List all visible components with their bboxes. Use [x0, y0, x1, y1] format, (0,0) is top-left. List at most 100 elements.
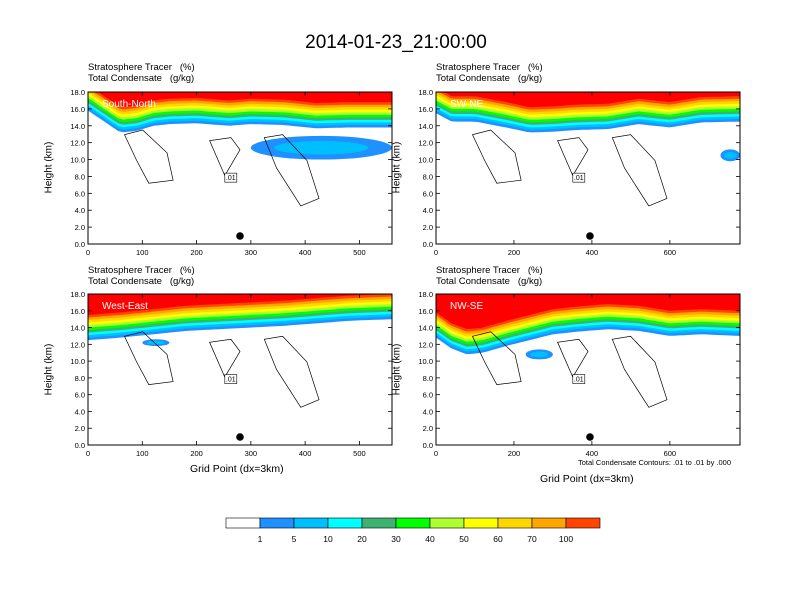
tracer-band-11 — [88, 92, 392, 107]
y-tick-label: 10.0 — [70, 357, 85, 366]
colorbar-swatch — [565, 517, 601, 529]
y-tick-label: 18.0 — [70, 88, 85, 97]
colorbar-swatch — [531, 517, 567, 529]
contour-label-box — [224, 172, 238, 183]
contour-label: .01 — [574, 377, 584, 384]
colorbar-label: 100 — [559, 534, 573, 544]
y-tick-label: 6.0 — [423, 391, 433, 400]
y-tick-label: 12.0 — [70, 340, 85, 349]
panel-title-1b: Total Condensate (g/kg) — [88, 73, 195, 84]
colorbar-label: 10 — [323, 534, 333, 544]
tracer-blob-core — [146, 340, 165, 345]
y-tick-label: 16.0 — [418, 105, 433, 114]
x-tick-label: 400 — [299, 449, 312, 458]
condensate-contour-3 — [209, 137, 241, 177]
x-tick-label: 500 — [353, 449, 366, 458]
x-tick-label: 100 — [136, 248, 149, 257]
condensate-contour-1 — [472, 129, 522, 184]
condensate-contour-1 — [124, 331, 174, 385]
y-tick-label: 18.0 — [418, 88, 433, 97]
y-tick-label: 4.0 — [75, 407, 85, 416]
y-tick-label: 0.0 — [423, 441, 433, 450]
y-tick-label: 8.0 — [75, 172, 85, 181]
x-tick-label: 400 — [586, 449, 599, 458]
y-tick-label: 14.0 — [70, 122, 85, 131]
x-tick-label: 200 — [508, 248, 521, 257]
contour-label: .01 — [226, 175, 236, 182]
y-tick-label: 10.0 — [418, 357, 433, 366]
panel-frame — [435, 293, 741, 446]
y-tick-label: 0.0 — [75, 240, 85, 249]
tracer-blob-core — [723, 151, 737, 159]
contour-label: .01 — [574, 175, 584, 182]
location-marker — [586, 433, 594, 441]
panel-name-label: West-East — [102, 301, 148, 312]
y-tick-label: 16.0 — [418, 307, 433, 316]
y-tick-label: 0.0 — [423, 240, 433, 249]
y-tick-label: 12.0 — [418, 340, 433, 349]
tracer-blob-core — [274, 140, 369, 155]
condensate-contour-3 — [557, 137, 589, 177]
y-axis-label-1: Height (km) — [43, 141, 55, 194]
x-tick-label: 300 — [245, 248, 258, 257]
location-marker — [236, 232, 244, 240]
colorbar-swatch — [497, 517, 533, 529]
colorbar-swatch — [327, 517, 363, 529]
panel-frame — [435, 91, 741, 245]
colorbar-label: 20 — [357, 534, 367, 544]
y-tick-label: 2.0 — [423, 424, 433, 433]
panel-frame — [87, 293, 393, 446]
colorbar-swatch — [225, 517, 261, 529]
y-tick-label: 2.0 — [75, 223, 85, 232]
condensate-contour-2 — [263, 335, 320, 408]
y-axis-label-4: Height (km) — [391, 343, 403, 396]
colorbar-swatch — [395, 517, 431, 529]
y-tick-label: 14.0 — [418, 324, 433, 333]
y-tick-label: 4.0 — [423, 206, 433, 215]
colorbar-swatch — [259, 517, 295, 529]
y-axis-label-2: Height (km) — [391, 141, 403, 194]
y-tick-label: 8.0 — [423, 172, 433, 181]
y-tick-label: 0.0 — [75, 441, 85, 450]
contour-label-box — [572, 172, 586, 183]
panel-name-label: South-North — [102, 99, 156, 110]
y-tick-label: 2.0 — [423, 223, 433, 232]
y-tick-label: 12.0 — [70, 139, 85, 148]
x-tick-label: 500 — [353, 248, 366, 257]
y-tick-label: 16.0 — [70, 307, 85, 316]
colorbar-label: 50 — [459, 534, 469, 544]
colorbar-label: 1 — [258, 534, 263, 544]
x-tick-label: 600 — [664, 449, 677, 458]
location-marker — [586, 232, 594, 240]
colorbar-swatch — [429, 517, 465, 529]
y-tick-label: 12.0 — [418, 139, 433, 148]
contour-label: .01 — [226, 377, 236, 384]
figure-title: 2014-01-23_21:00:00 — [305, 32, 487, 53]
panel-3: .01 West-East 0.0 2.0 4.0 6.0 8.0 10.0 12.0 14.0 1… — [70, 290, 393, 458]
x-tick-label: 200 — [190, 449, 203, 458]
x-tick-label: 200 — [508, 449, 521, 458]
y-axis-label-3: Height (km) — [43, 343, 55, 396]
tracer-band-11 — [436, 294, 740, 329]
x-tick-label: 200 — [190, 248, 203, 257]
x-tick-label: 400 — [299, 248, 312, 257]
condensate-contour-3 — [557, 338, 589, 378]
condensate-contour-2 — [611, 134, 668, 207]
y-tick-label: 8.0 — [423, 374, 433, 383]
y-tick-label: 14.0 — [70, 324, 85, 333]
y-tick-label: 4.0 — [75, 206, 85, 215]
y-tick-label: 18.0 — [418, 290, 433, 299]
y-tick-label: 6.0 — [423, 189, 433, 198]
colorbar-swatch — [463, 517, 499, 529]
panel-title-3a: Stratosphere Tracer (%) — [88, 265, 195, 276]
x-axis-label-4: Grid Point (dx=3km) — [540, 473, 634, 485]
x-tick-label: 600 — [664, 248, 677, 257]
panel-name-label: SW-NE — [450, 99, 483, 110]
panel-title-3b: Total Condensate (g/kg) — [88, 276, 195, 287]
y-tick-label: 10.0 — [418, 156, 433, 165]
panel-title-4a: Stratosphere Tracer (%) — [436, 265, 543, 276]
x-tick-label: 100 — [136, 449, 149, 458]
tracer-blob-core — [530, 351, 549, 358]
panel-name-label: NW-SE — [450, 301, 483, 312]
panel-2: .01 SW-NE 0.0 2.0 4.0 6.0 8.0 10.0 12.0 14.0 16.0 1… — [418, 88, 741, 257]
